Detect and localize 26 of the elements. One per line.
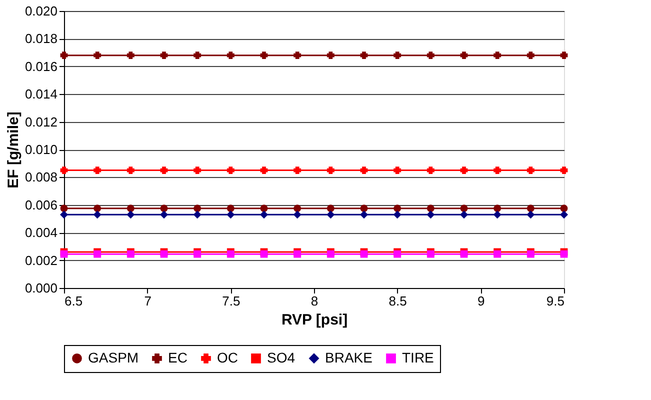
y-tick-label: 0.010 bbox=[24, 142, 58, 157]
legend-label: OC bbox=[217, 349, 238, 366]
x-tick-label: 8.5 bbox=[388, 294, 407, 308]
y-tick-label: 0.020 bbox=[24, 4, 58, 18]
x-tick-label: 7 bbox=[144, 294, 152, 308]
x-tick-label: 8 bbox=[310, 294, 318, 308]
y-tick-label: 0.008 bbox=[24, 170, 58, 185]
x-tick-label: 9 bbox=[478, 294, 485, 308]
y-tick-label: 0.014 bbox=[24, 86, 58, 102]
legend-label: BRAKE bbox=[325, 349, 372, 366]
y-tick-label: 0.018 bbox=[24, 31, 58, 46]
y-tick-label: 0.012 bbox=[24, 114, 58, 130]
y-tick-label: 0.004 bbox=[24, 225, 58, 240]
legend-label: TIRE bbox=[402, 349, 434, 366]
y-axis-title: EF [g/mile] bbox=[4, 112, 22, 188]
x-axis-title: RVP [psi] bbox=[281, 312, 348, 328]
x-tick-label: 6.5 bbox=[64, 294, 83, 308]
y-tick-label: 0.002 bbox=[24, 252, 58, 268]
legend-label: SO4 bbox=[267, 349, 296, 366]
legend-label: GASPM bbox=[88, 349, 139, 366]
x-tick-label: 9.5 bbox=[546, 294, 564, 308]
y-tick-label: 0.016 bbox=[24, 58, 58, 74]
y-tick-label: 0.006 bbox=[24, 197, 58, 212]
legend-label: EC bbox=[168, 349, 188, 366]
y-tick-label: 0.000 bbox=[24, 280, 58, 296]
x-tick-label: 7.5 bbox=[222, 294, 240, 308]
